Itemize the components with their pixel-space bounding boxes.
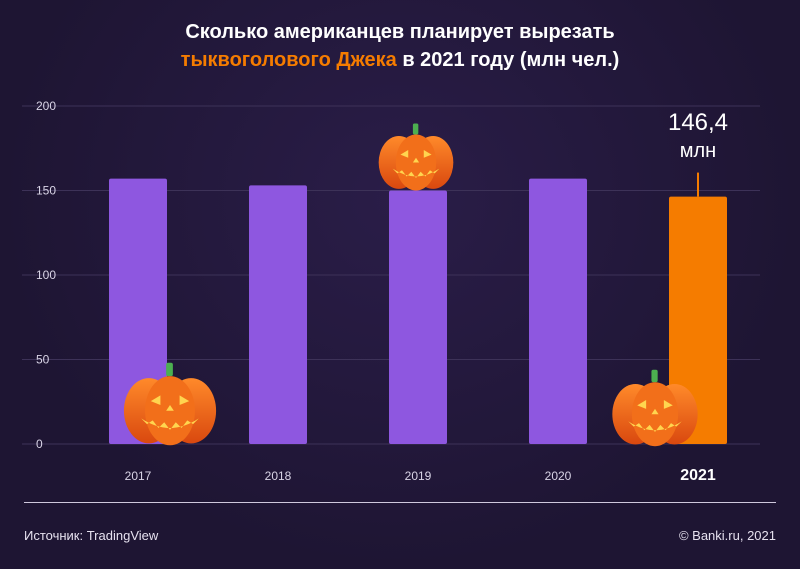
title-rest: в 2021 году (млн чел.) [396, 49, 620, 71]
x-tick-label: 2019 [405, 469, 432, 483]
bar-2019 [389, 190, 447, 444]
y-tick-label: 0 [36, 437, 43, 451]
x-tick-label: 2017 [125, 469, 152, 483]
pumpkin-icon [378, 123, 454, 191]
bar-chart: 0 50 100 150 200 2017 2018 2019 2020 2021 146,4 м… [22, 99, 760, 484]
title-line-2: тыквоголового Джека в 2021 году (млн чел… [0, 46, 800, 74]
x-tick-label: 2020 [545, 469, 572, 483]
annotation-value: 146,4 [668, 109, 728, 136]
x-tick-label: 2021 [680, 467, 716, 484]
footer-divider [24, 502, 776, 503]
title-line-1: Сколько американцев планирует вырезать [185, 21, 615, 43]
bar-annotation: 146,4 млн [668, 109, 728, 197]
bars [109, 178, 727, 445]
bar-2017 [109, 178, 167, 445]
bar-2020 [529, 178, 587, 445]
y-tick-label: 50 [36, 353, 50, 367]
copyright-text: © Banki.ru, 2021 [678, 528, 776, 543]
annotation-unit: млн [680, 140, 716, 162]
source-text: Источник: TradingView [24, 528, 159, 543]
bar-2018 [249, 185, 307, 444]
y-tick-label: 200 [36, 99, 56, 113]
x-tick-label: 2018 [265, 469, 292, 483]
y-tick-label: 150 [36, 184, 56, 198]
y-tick-label: 100 [36, 268, 56, 282]
bar-2021 [669, 196, 727, 444]
x-axis-labels: 2017 2018 2019 2020 2021 [125, 467, 716, 484]
title-accent: тыквоголового Джека [180, 49, 397, 71]
chart-title: Сколько американцев планирует вырезать т… [0, 18, 800, 74]
